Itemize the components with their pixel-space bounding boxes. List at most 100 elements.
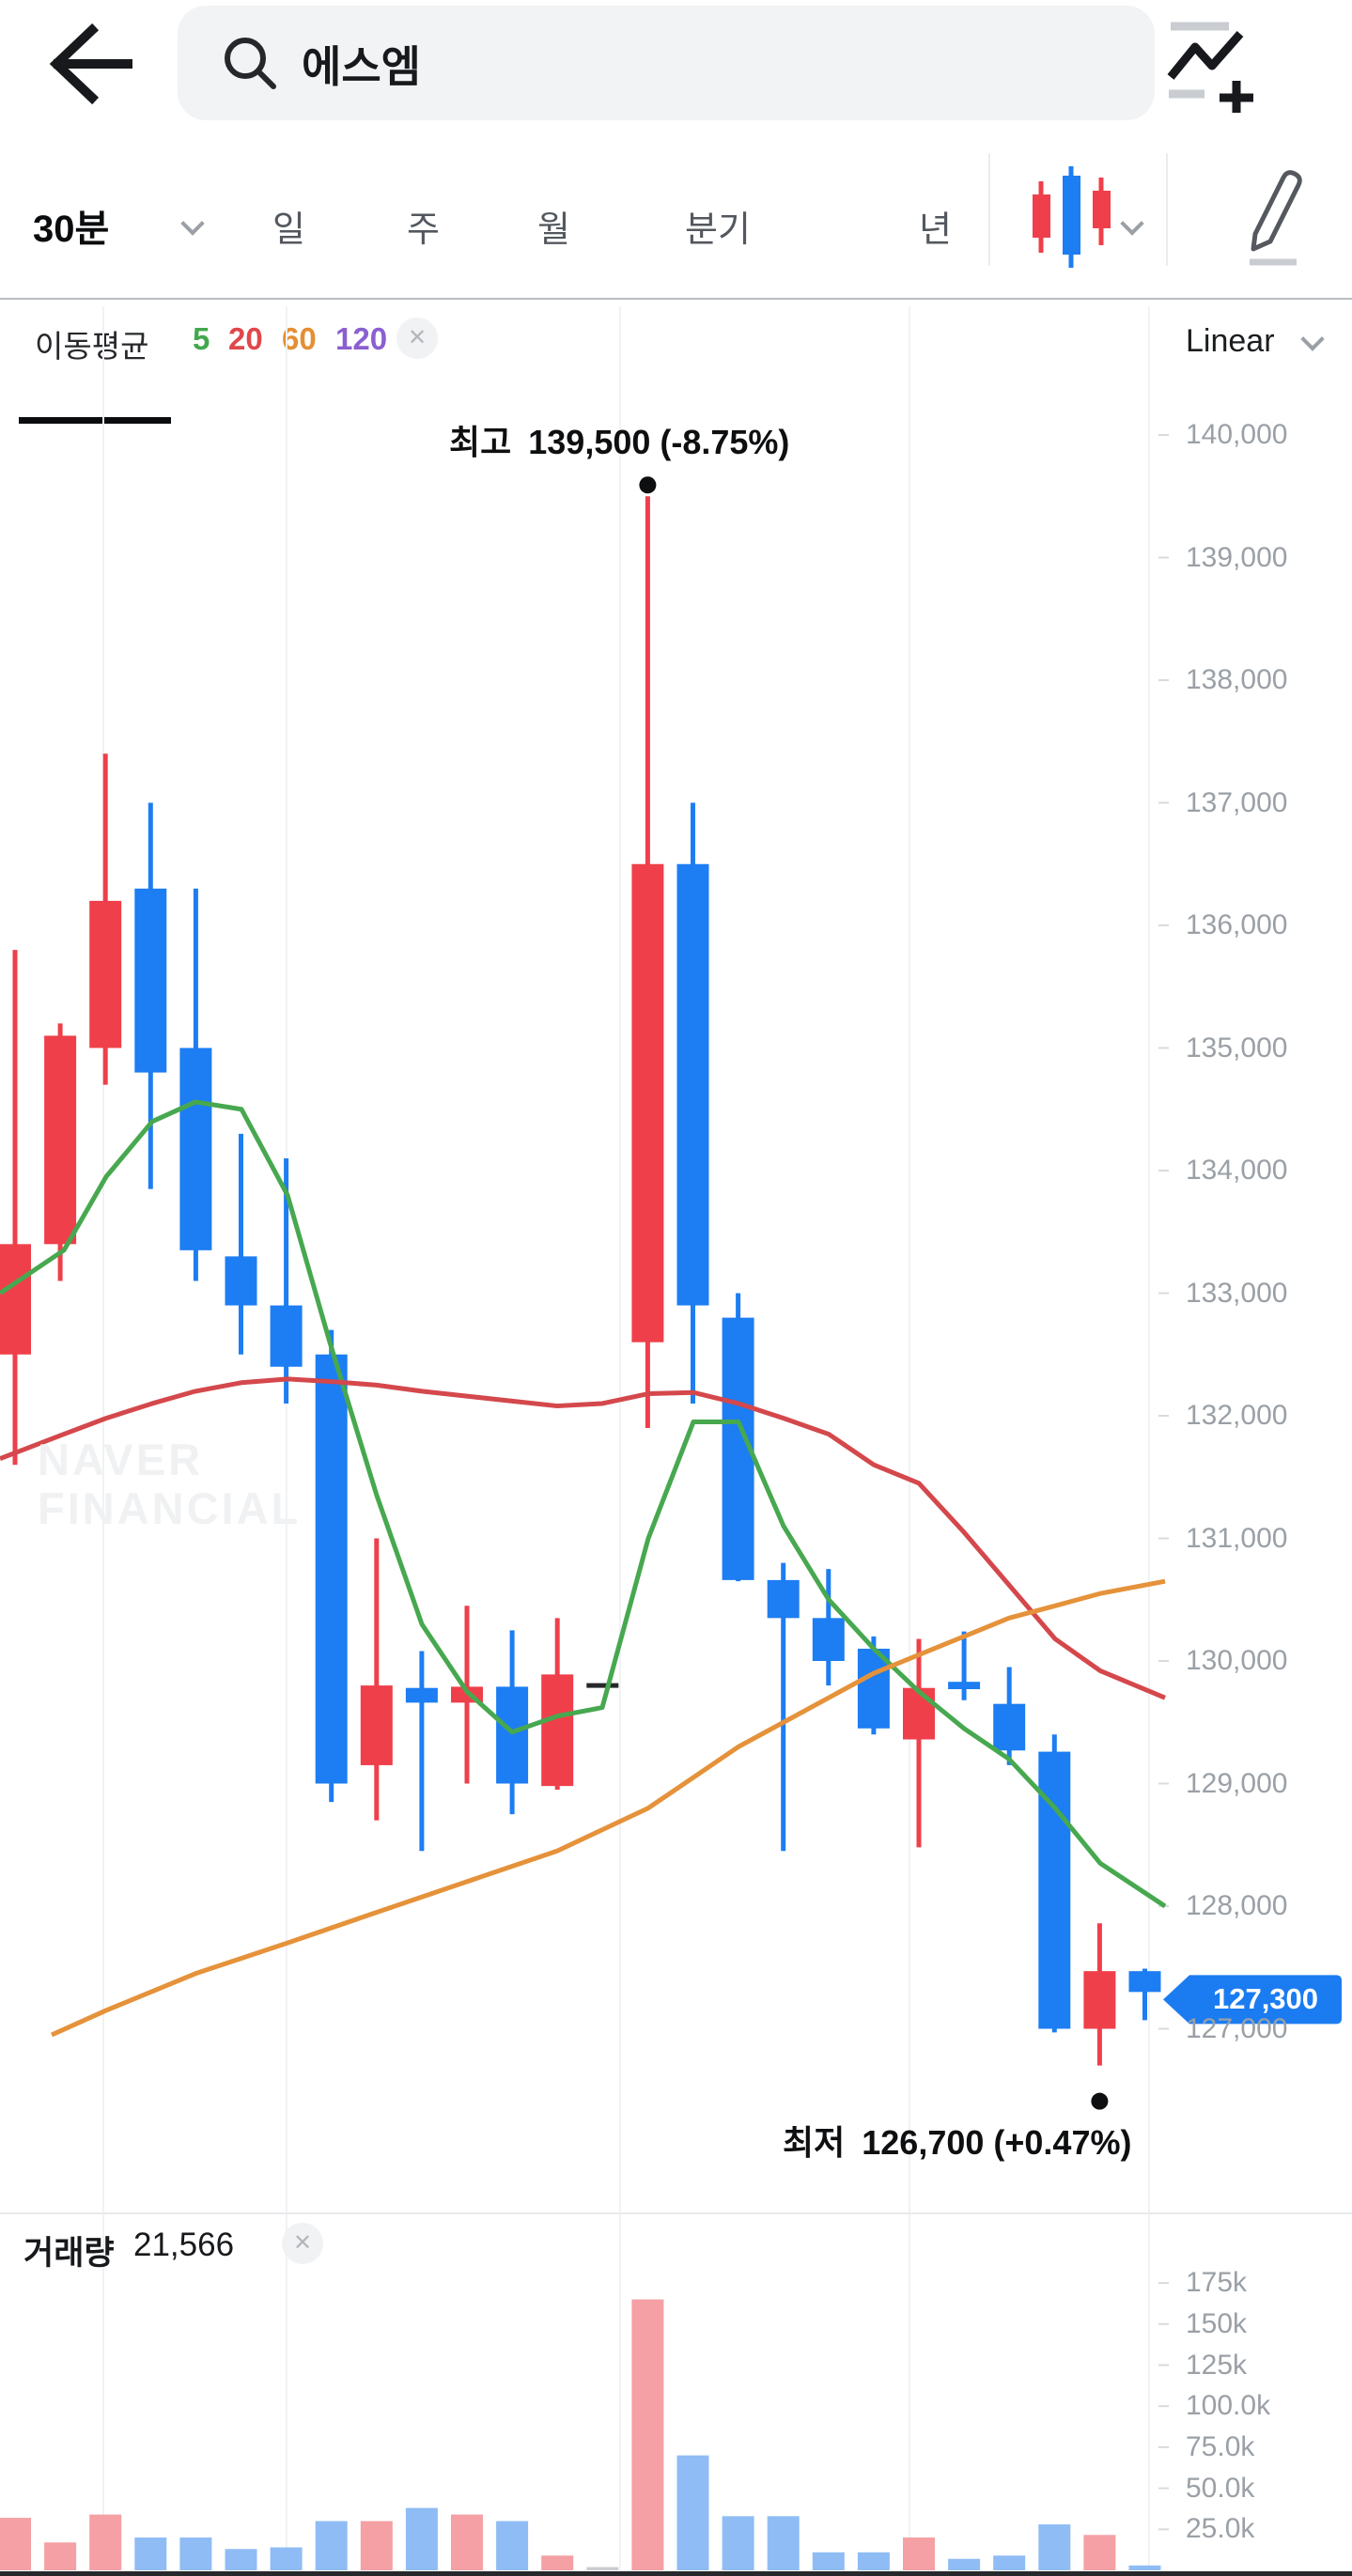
toolbar-divider: [988, 153, 990, 266]
legend-period: 60: [282, 321, 317, 356]
search-icon: [225, 38, 276, 89]
candle: [676, 863, 709, 1306]
low-annotation: 최저 126,700 (+0.47%): [783, 2116, 1131, 2165]
volume-bar: [541, 2555, 574, 2570]
watermark-line2: FINANCIAL: [38, 1483, 302, 1533]
volume-bar: [767, 2516, 800, 2570]
price-tick-label: 127,000: [1186, 2012, 1288, 2044]
close-icon[interactable]: ✕: [282, 2223, 323, 2264]
candle: [903, 1687, 935, 1740]
volume-bar: [134, 2537, 167, 2570]
volume-tick-label: 175k: [1186, 2267, 1248, 2299]
candle: [767, 1579, 800, 1619]
ma-legend-title: 이동평균: [35, 329, 149, 364]
price-tick-label: 135,000: [1186, 1032, 1288, 1063]
high-annotation: 최고 139,500 (-8.75%): [449, 415, 789, 464]
low-marker-dot: [1091, 2092, 1109, 2110]
volume-tick-label: 75.0k: [1186, 2430, 1255, 2462]
volume-bar: [722, 2516, 754, 2570]
volume-bar: [315, 2521, 348, 2570]
active-tab-indicator: [19, 417, 171, 424]
tab-quarter[interactable]: 분기: [685, 210, 751, 250]
volume-bar: [451, 2514, 483, 2570]
volume-bar: [44, 2542, 77, 2570]
legend-period: 5: [193, 321, 210, 356]
volume-bar: [179, 2537, 212, 2570]
volume-bar: [993, 2555, 1026, 2570]
price-tick-label: 139,000: [1186, 541, 1288, 573]
volume-bar: [948, 2558, 981, 2570]
add-chart-icon[interactable]: [1167, 19, 1257, 113]
scale-selector[interactable]: Linear: [1186, 323, 1275, 359]
volume-tick-label: 25.0k: [1186, 2513, 1255, 2545]
candle: [315, 1354, 348, 1784]
price-tick-label: 133,000: [1186, 1277, 1288, 1309]
tab-year[interactable]: 년: [919, 210, 952, 250]
current-price-flag: [1163, 1975, 1342, 2025]
candle: [44, 1035, 77, 1245]
volume-value: 21,566: [133, 2227, 235, 2263]
candle: [89, 900, 122, 1048]
volume-bar: [89, 2514, 122, 2570]
legend-period: 120: [335, 321, 388, 356]
close-icon[interactable]: ✕: [396, 318, 438, 359]
candle: [405, 1687, 438, 1703]
low-label: 최저: [783, 2123, 846, 2162]
doji-candle: [586, 1683, 619, 1688]
legend-period: 20: [228, 321, 263, 356]
watermark: NAVER FINANCIAL: [38, 1435, 301, 1533]
volume-label: 거래량: [23, 2235, 115, 2272]
back-icon[interactable]: [45, 19, 139, 109]
tab-day[interactable]: 일: [272, 210, 305, 250]
price-tick-label: 130,000: [1186, 1645, 1288, 1676]
tab-month[interactable]: 월: [537, 210, 570, 250]
candle: [631, 863, 664, 1342]
volume-bar: [270, 2547, 303, 2570]
tab-30min[interactable]: 30분: [33, 209, 110, 250]
volume-bar: [405, 2507, 438, 2570]
header: [0, 0, 1352, 125]
search-bar[interactable]: [178, 6, 1155, 122]
volume-tick-label: 125k: [1186, 2349, 1248, 2381]
candle: [225, 1256, 257, 1306]
candle: [993, 1703, 1026, 1751]
tab-week[interactable]: 주: [407, 210, 440, 250]
ma-line-60: [50, 1578, 1166, 2038]
price-tick-label: 131,000: [1186, 1522, 1288, 1554]
volume-bar: [225, 2549, 257, 2570]
candlestick-style-icon[interactable]: [1029, 164, 1115, 270]
pencil-icon[interactable]: [1242, 166, 1304, 266]
watermark-line1: NAVER: [38, 1435, 204, 1484]
candle: [0, 1244, 31, 1355]
volume-bar: [812, 2552, 845, 2570]
bottom-divider: [0, 2571, 1352, 2576]
low-value: 126,700 (+0.47%): [862, 2123, 1132, 2162]
volume-bar: [496, 2521, 529, 2570]
volume-bar: [1038, 2524, 1071, 2570]
candle: [134, 888, 167, 1073]
volume-tick-label: 100.0k: [1186, 2390, 1271, 2422]
price-tick-label: 140,000: [1186, 419, 1288, 450]
candle: [1128, 1971, 1161, 1993]
volume-tick-label: 150k: [1186, 2307, 1248, 2339]
current-price-badge: 127,300: [1212, 1982, 1319, 2016]
candle: [1083, 1971, 1116, 2029]
price-tick-label: 137,000: [1186, 786, 1288, 818]
price-tick-label: 134,000: [1186, 1155, 1288, 1186]
toolbar-separator: [0, 298, 1352, 300]
volume-bar: [903, 2537, 935, 2570]
interval-toolbar: 30분 일 주 월 분기 년: [0, 125, 1352, 424]
candle: [812, 1618, 845, 1661]
price-tick-label: 128,000: [1186, 1890, 1288, 1921]
volume-separator: [0, 2212, 1352, 2214]
ma-line-20: [0, 1376, 1166, 1700]
candle: [360, 1685, 393, 1765]
volume-header: 거래량 21,566 ✕: [0, 2219, 1352, 2281]
volume-bar: [631, 2299, 664, 2570]
candle: [496, 1686, 529, 1784]
volume-bar: [857, 2552, 890, 2570]
search-input[interactable]: [300, 6, 1111, 122]
candle: [179, 1047, 212, 1250]
